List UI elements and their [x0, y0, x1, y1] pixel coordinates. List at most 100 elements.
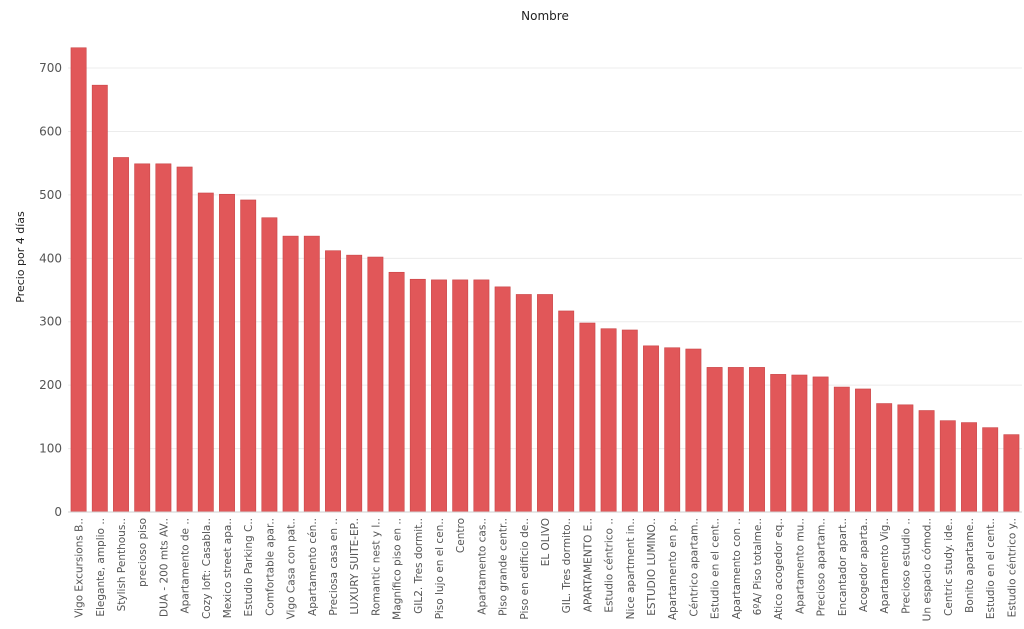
bar	[452, 279, 469, 513]
bar	[325, 250, 341, 513]
bar	[558, 310, 575, 513]
x-tick-label: Acogedor aparta..	[858, 518, 870, 612]
x-tick-label: Apartamento cén..	[307, 518, 319, 616]
x-tick-label: Bonito apartame..	[964, 518, 976, 613]
x-tick-label: Estudio Parking C..	[243, 518, 255, 617]
x-tick-label: Apartamento con ..	[731, 518, 743, 619]
x-tick-label: Apartamento Vig..	[879, 518, 891, 614]
x-tick-label: Apartamento mu..	[794, 518, 806, 614]
x-tick-label: Piso grande centr..	[498, 518, 510, 616]
x-tick-label: Encantador apart..	[837, 518, 849, 616]
bar	[982, 427, 999, 513]
bar	[494, 286, 511, 513]
x-tick-label: precioso piso	[137, 518, 149, 587]
bar	[770, 374, 787, 513]
bar	[685, 348, 702, 513]
x-tick-label: Elegante, amplio ..	[95, 518, 107, 617]
y-tick-label: 0	[54, 505, 62, 519]
bar	[261, 217, 278, 513]
bar	[812, 376, 829, 513]
bar	[515, 294, 532, 513]
x-tick-label: Estudio en el cent..	[985, 518, 997, 619]
bar	[579, 322, 596, 513]
y-tick-label: 200	[39, 378, 62, 392]
x-tick-label: Atico acogedor eq..	[773, 518, 785, 620]
x-tick-label: GIL2. Tres dormit..	[413, 518, 425, 614]
x-tick-label: Cozy loft: Casabla..	[201, 518, 213, 619]
bar	[621, 329, 638, 513]
y-tick-label: 500	[39, 188, 62, 202]
bar	[876, 403, 893, 513]
x-tick-label: Estudio céntrico ..	[604, 518, 616, 613]
x-tick-label: Mexico street apa..	[222, 518, 234, 618]
x-tick-label: APARTAMENTO E..	[582, 518, 594, 612]
x-tick-label: Apartamento cas..	[476, 518, 488, 615]
bar	[537, 294, 553, 513]
bar	[431, 279, 447, 513]
bar	[155, 163, 172, 513]
x-tick-label: Comfortable apar..	[264, 518, 276, 616]
x-tick-label: Un espacio cómod..	[922, 518, 934, 621]
bar	[240, 199, 257, 513]
bar	[791, 374, 808, 513]
x-tick-label: ESTUDIO LUMINO..	[646, 518, 658, 616]
x-tick-label: EL OLIVO	[540, 518, 552, 566]
bar	[727, 367, 744, 513]
bar	[855, 388, 871, 513]
x-tick-label: Apartamento en p..	[667, 518, 679, 620]
bar	[91, 84, 108, 513]
x-tick-label: Estudio en el cent..	[710, 518, 722, 619]
x-tick-label: Piso lujo en el cen..	[434, 518, 446, 619]
bar	[600, 328, 617, 513]
bar	[176, 166, 193, 513]
x-tick-label: Centro	[455, 518, 467, 553]
bar	[303, 235, 320, 513]
x-tick-label: Centric study. ide..	[943, 518, 955, 616]
x-tick-label: Nice apartment in..	[625, 518, 637, 619]
x-tick-label: Precioso apartam..	[816, 518, 828, 616]
y-tick-label: 600	[39, 124, 62, 138]
bar	[282, 235, 299, 513]
bar	[643, 345, 659, 513]
x-tick-label: Magnífico piso en ..	[392, 518, 404, 620]
bar	[473, 279, 490, 513]
bars	[70, 47, 1020, 513]
x-tick-label: LUXURY SUITE-EP..	[349, 518, 361, 615]
x-axis-ticks: Vigo Excursions B.. Elegante, amplio .. St…	[74, 518, 1019, 621]
x-tick-label: Céntrico apartam..	[688, 518, 700, 617]
bar	[961, 422, 977, 513]
y-tick-label: 100	[39, 442, 62, 456]
y-axis-ticks: 0 100 200 300 400 500 600 700	[39, 61, 62, 519]
bar	[197, 192, 214, 513]
y-tick-label: 700	[39, 61, 62, 75]
x-tick-label: Estudio céntrico y..	[1006, 518, 1018, 617]
x-tick-label: Piso en edificio de..	[519, 518, 531, 620]
bar	[749, 367, 765, 513]
bar	[134, 163, 151, 513]
x-tick-label: GIL. Tres dormito..	[561, 518, 573, 613]
bar	[664, 347, 681, 513]
x-tick-label: Apartamento de ..	[180, 518, 192, 614]
chart-title: Nombre	[521, 9, 569, 23]
bar	[409, 278, 426, 513]
bar	[897, 404, 914, 513]
bar	[219, 193, 235, 513]
bar	[939, 420, 956, 513]
x-tick-label: Romantic nest y l..	[370, 518, 382, 616]
bar	[367, 256, 384, 513]
bar	[833, 386, 850, 513]
x-tick-label: DUA - 200 mts AV..	[158, 518, 170, 617]
y-tick-label: 400	[39, 251, 62, 265]
x-tick-label: 6ºA/ Piso totalme..	[752, 518, 764, 615]
x-tick-label: Preciosa casa en ..	[328, 518, 340, 616]
bar	[706, 367, 723, 513]
bar	[113, 157, 129, 513]
x-tick-label: Precioso estudio ..	[900, 518, 912, 614]
x-tick-label: Stylish Penthous..	[116, 518, 128, 611]
y-tick-label: 300	[39, 315, 62, 329]
bar	[918, 410, 935, 513]
bar	[1003, 434, 1020, 513]
y-axis-label: Precio por 4 días	[14, 211, 27, 303]
bar	[346, 254, 363, 513]
